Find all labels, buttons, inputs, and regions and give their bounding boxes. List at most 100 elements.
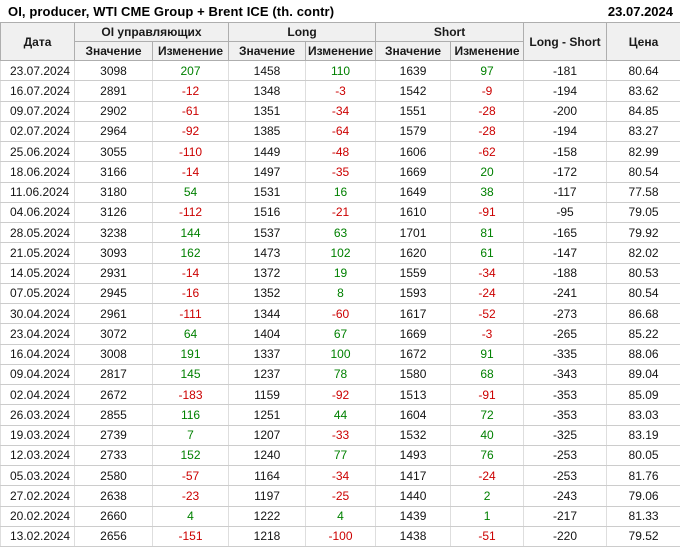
title-bar: OI, producer, WTI CME Group + Brent ICE …: [0, 0, 680, 22]
table-header: Дата OI управляющих Long Short Long - Sh…: [0, 22, 680, 61]
cell-long-value: 1348: [228, 80, 307, 102]
cell-short-value: 1438: [375, 525, 452, 548]
table-row: 14.05.2024 2931 -14 1372 19 1559 -34 -188 80.53: [0, 262, 680, 284]
table-row: 28.05.2024 3238 144 1537 63 1701 81 -165 79.92: [0, 221, 680, 244]
cell-short-value: 1417: [375, 464, 452, 487]
cell-price: 81.33: [606, 505, 680, 527]
cell-date: 16.07.2024: [0, 80, 75, 102]
table-row: 26.03.2024 2855 116 1251 44 1604 72 -353 83.03: [0, 404, 680, 426]
cell-oi-value: 2656: [74, 525, 153, 548]
cell-date: 04.06.2024: [0, 201, 75, 224]
cell-long-value: 1222: [228, 505, 307, 527]
cell-oi-change: 162: [151, 242, 230, 264]
cell-long-short: -343: [523, 363, 608, 386]
cell-oi-value: 2931: [74, 262, 153, 284]
cell-oi-change: -111: [151, 302, 230, 325]
table-row: 27.02.2024 2638 -23 1197 -25 1440 2 -243 79.06: [0, 485, 680, 507]
cell-price: 83.19: [606, 424, 680, 446]
cell-date: 02.04.2024: [0, 383, 75, 406]
cell-oi-value: 2961: [74, 302, 153, 325]
cell-short-change: -91: [450, 201, 525, 224]
cell-short-value: 1649: [375, 181, 452, 203]
cell-oi-value: 2733: [74, 444, 153, 467]
cell-price: 83.62: [606, 80, 680, 102]
cell-price: 79.06: [606, 485, 680, 507]
cell-price: 80.53: [606, 262, 680, 284]
cell-long-change: -33: [305, 424, 377, 446]
cell-long-short: -147: [523, 242, 608, 264]
table-row: 09.07.2024 2902 -61 1351 -34 1551 -28 -200 84.85: [0, 100, 680, 122]
cell-oi-change: -12: [151, 80, 230, 102]
cell-short-value: 1513: [375, 383, 452, 406]
cell-price: 79.92: [606, 221, 680, 244]
cell-oi-value: 2638: [74, 485, 153, 507]
table-row: 13.02.2024 2656 -151 1218 -100 1438 -51 -220 79.…: [0, 525, 680, 548]
cell-oi-change: 64: [151, 323, 230, 345]
cell-short-value: 1620: [375, 242, 452, 264]
cell-price: 82.99: [606, 140, 680, 163]
cell-long-short: -194: [523, 80, 608, 102]
cell-price: 80.54: [606, 282, 680, 305]
cell-date: 11.06.2024: [0, 181, 75, 203]
cell-date: 19.03.2024: [0, 424, 75, 446]
cell-long-value: 1449: [228, 140, 307, 163]
cell-long-short: -325: [523, 424, 608, 446]
cell-oi-change: 207: [151, 59, 230, 82]
cell-short-change: 2: [450, 485, 525, 507]
cell-long-change: 8: [305, 282, 377, 305]
cell-long-short: -117: [523, 181, 608, 203]
table-row: 30.04.2024 2961 -111 1344 -60 1617 -52 -273 86.6…: [0, 302, 680, 325]
cell-long-value: 1372: [228, 262, 307, 284]
cell-long-value: 1218: [228, 525, 307, 548]
cell-long-value: 1473: [228, 242, 307, 264]
cell-oi-value: 2739: [74, 424, 153, 446]
cell-date: 12.03.2024: [0, 444, 75, 467]
cell-long-value: 1516: [228, 201, 307, 224]
cell-short-change: -3: [450, 323, 525, 345]
cell-long-short: -217: [523, 505, 608, 527]
cell-long-value: 1237: [228, 363, 307, 386]
cell-short-value: 1604: [375, 404, 452, 426]
cell-long-value: 1351: [228, 100, 307, 122]
cell-oi-value: 3166: [74, 161, 153, 183]
col-subheader-short-value: Значение: [375, 41, 452, 61]
cell-long-short: -253: [523, 444, 608, 467]
cell-date: 05.03.2024: [0, 464, 75, 487]
page-title: OI, producer, WTI CME Group + Brent ICE …: [8, 3, 335, 19]
cell-date: 26.03.2024: [0, 404, 75, 426]
cell-short-value: 1610: [375, 201, 452, 224]
table-row: 07.05.2024 2945 -16 1352 8 1593 -24 -241 80.54: [0, 282, 680, 305]
cell-oi-change: -23: [151, 485, 230, 507]
cell-price: 83.27: [606, 120, 680, 143]
cell-price: 81.76: [606, 464, 680, 487]
cell-long-value: 1344: [228, 302, 307, 325]
cell-long-short: -273: [523, 302, 608, 325]
cell-long-short: -335: [523, 343, 608, 365]
cell-long-value: 1404: [228, 323, 307, 345]
cell-oi-change: -16: [151, 282, 230, 305]
col-subheader-oi-change: Изменение: [151, 41, 230, 61]
table-row: 09.04.2024 2817 145 1237 78 1580 68 -343 89.04: [0, 363, 680, 386]
cell-short-value: 1551: [375, 100, 452, 122]
cell-price: 82.02: [606, 242, 680, 264]
cell-price: 80.64: [606, 59, 680, 82]
cell-oi-change: -112: [151, 201, 230, 224]
cell-oi-change: 144: [151, 221, 230, 244]
cell-short-change: 1: [450, 505, 525, 527]
cell-oi-value: 2891: [74, 80, 153, 102]
cell-short-value: 1439: [375, 505, 452, 527]
cell-short-change: 81: [450, 221, 525, 244]
cell-oi-change: -183: [151, 383, 230, 406]
cell-long-value: 1385: [228, 120, 307, 143]
cell-date: 28.05.2024: [0, 221, 75, 244]
cell-long-short: -95: [523, 201, 608, 224]
cell-long-change: -60: [305, 302, 377, 325]
cell-short-value: 1593: [375, 282, 452, 305]
cell-oi-value: 3093: [74, 242, 153, 264]
cell-long-change: -100: [305, 525, 377, 548]
col-subheader-long-change: Изменение: [305, 41, 377, 61]
cell-short-change: -24: [450, 282, 525, 305]
cell-oi-change: 152: [151, 444, 230, 467]
cell-short-change: -24: [450, 464, 525, 487]
cell-long-value: 1159: [228, 383, 307, 406]
